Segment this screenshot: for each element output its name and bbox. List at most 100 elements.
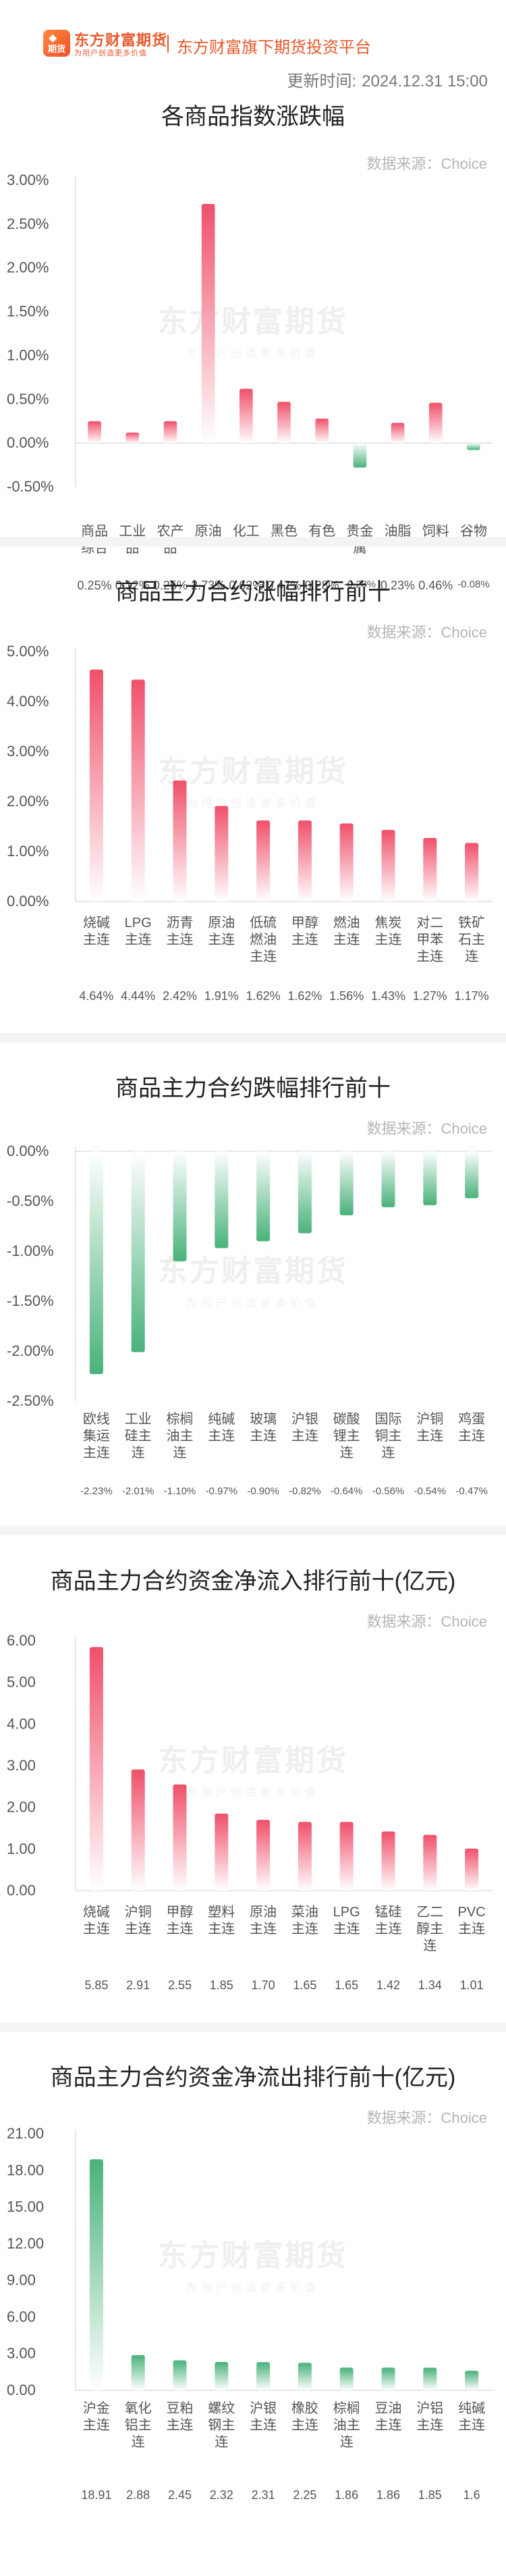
y-tick-label: 3.00% bbox=[7, 172, 49, 188]
data-label: 1.65 bbox=[293, 1978, 317, 1992]
category-label: 沪金主连 bbox=[82, 2401, 110, 2433]
category-label: 豆粕主连 bbox=[166, 2401, 194, 2433]
data-label: 1.86 bbox=[335, 2488, 359, 2502]
y-tick-label: 0.00% bbox=[7, 893, 49, 910]
data-label: 18.91 bbox=[81, 2488, 112, 2502]
data-label: 2.31 bbox=[251, 2488, 275, 2502]
brand-logo-icon: ◆ bbox=[49, 32, 57, 44]
data-label: -2.23% bbox=[80, 1486, 113, 1497]
watermark-text: 东方财富期货 bbox=[158, 2239, 348, 2273]
category-label: 黑色 bbox=[271, 524, 298, 539]
data-label: 1.85 bbox=[418, 2488, 442, 2502]
data-label: -0.82% bbox=[289, 1486, 321, 1497]
y-tick-label: 4.00% bbox=[7, 693, 49, 710]
category-label: 对二甲苯主连 bbox=[416, 916, 444, 964]
y-tick-label: 3.00 bbox=[7, 2345, 36, 2362]
watermark: 东方财富期货为用户创造更多价值 bbox=[0, 1736, 506, 1799]
bar-chart: 0.00% -0.50% -1.00% -1.50% -2.00% -2.50% bbox=[7, 1142, 493, 1409]
watermark-text: 东方财富期货 bbox=[158, 305, 348, 338]
category-label: 国际铜主连 bbox=[374, 1412, 402, 1461]
bar bbox=[173, 1151, 187, 1261]
category-label: 纯碱主连 bbox=[208, 1412, 235, 1444]
data-label: 4.44% bbox=[121, 989, 156, 1003]
bar bbox=[315, 418, 329, 444]
category-label: 沪铝主连 bbox=[416, 2401, 444, 2433]
category-label: 铁矿石主连 bbox=[458, 916, 486, 964]
data-label: 0.25% bbox=[77, 579, 112, 592]
bar-chart: 21.00 18.00 15.00 12.00 9.00 6.00 3.00 0.00 bbox=[7, 2125, 493, 2398]
chart-section-1: 各商品指数涨跌幅 数据来源：Choice 东方财富期货 为用户创造更多价值 3.00% 2… bbox=[0, 84, 506, 592]
bar bbox=[381, 1831, 395, 1891]
bar bbox=[89, 1647, 103, 1891]
bar bbox=[339, 2367, 354, 2390]
bar bbox=[215, 2362, 229, 2390]
chart-section-3: 商品主力合约跌幅排行前十 数据来源：Choice 东方财富期货 为用户创造更多价值 0.… bbox=[0, 1033, 506, 1516]
y-tick-label: 1.00 bbox=[7, 1840, 36, 1857]
bar bbox=[125, 432, 140, 444]
bar bbox=[201, 204, 215, 444]
y-tick-label: 3.00% bbox=[7, 743, 49, 760]
data-source-label: 数据来源：Choice bbox=[366, 155, 487, 172]
y-tick-label: 0.00% bbox=[7, 434, 49, 451]
data-label: 1.27% bbox=[412, 989, 447, 1003]
bar bbox=[89, 1151, 103, 1375]
category-label: 沪银主连 bbox=[291, 1412, 318, 1444]
bar bbox=[256, 1151, 271, 1242]
category-label: 棕榈油主连 bbox=[166, 1412, 194, 1461]
data-label: 1.01 bbox=[459, 1978, 484, 1992]
watermark-text: 东方财富期货 bbox=[158, 1254, 348, 1288]
category-label: 工业硅主连 bbox=[124, 1412, 152, 1461]
watermark-slogan: 为用户创造更多价值 bbox=[186, 1297, 320, 1309]
data-label: 1.6 bbox=[463, 2488, 480, 2502]
watermark-text: 东方财富期货 bbox=[158, 1743, 348, 1777]
category-label: 烧碱主连 bbox=[82, 1905, 110, 1937]
bar bbox=[465, 843, 479, 901]
watermark-slogan: 为用户创造更多价值 bbox=[186, 1787, 320, 1799]
category-label: 甲醇主连 bbox=[166, 1905, 194, 1937]
bar bbox=[339, 823, 354, 901]
y-tick-label: 3.00 bbox=[7, 1757, 36, 1774]
category-label: 烧碱主连 bbox=[82, 916, 110, 947]
data-label: 0.46% bbox=[418, 579, 453, 592]
y-tick-label: 18.00 bbox=[7, 2161, 44, 2178]
bar bbox=[173, 1784, 187, 1891]
bar bbox=[465, 1848, 479, 1891]
category-label: 纯碱主连 bbox=[458, 2401, 486, 2433]
y-tick-label: 15.00 bbox=[7, 2199, 44, 2215]
data-source-label: 数据来源：Choice bbox=[366, 1613, 487, 1630]
category-label: 豆油主连 bbox=[374, 2401, 402, 2433]
data-label: -1.10% bbox=[163, 1486, 196, 1497]
category-label: 沪铜主连 bbox=[416, 1412, 444, 1444]
data-source-label: 数据来源：Choice bbox=[366, 624, 487, 641]
update-time-value: 2024.12.31 15:00 bbox=[362, 72, 488, 90]
data-label: 2.55 bbox=[167, 1978, 192, 1992]
chart-title: 商品主力合约资金净流出排行前十(亿元) bbox=[50, 2065, 456, 2091]
data-label: 2.91 bbox=[126, 1978, 150, 1992]
section-divider bbox=[0, 1526, 506, 1535]
data-label: 2.32 bbox=[209, 2488, 233, 2502]
data-label: 2.45 bbox=[167, 2488, 192, 2502]
data-label: 1.70 bbox=[251, 1978, 275, 1992]
bar bbox=[215, 1151, 229, 1248]
data-label: -2.01% bbox=[121, 1486, 154, 1497]
update-time: 更新时间: 2024.12.31 15:00 bbox=[281, 68, 488, 91]
y-tick-label: 5.00 bbox=[7, 1674, 36, 1691]
chart-title: 商品主力合约跌幅排行前十 bbox=[115, 1076, 391, 1101]
bar bbox=[339, 1151, 354, 1215]
chart-section-5: 商品主力合约资金净流出排行前十(亿元) 数据来源：Choice 东方财富期货 为用户创… bbox=[0, 2022, 506, 2556]
bar bbox=[173, 780, 187, 901]
update-time-label: 更新时间: bbox=[287, 72, 357, 90]
bar bbox=[239, 388, 253, 444]
y-tick-label: -0.50% bbox=[7, 478, 54, 495]
page-header: ◆ 期货 东方财富期货 为用户创造更多价值 东方财富旗下期货投资平台 更新时间:… bbox=[0, 0, 506, 90]
bar bbox=[298, 1151, 312, 1234]
data-label: 2.88 bbox=[126, 2488, 150, 2502]
bar bbox=[465, 2371, 479, 2390]
chart-section-4: 商品主力合约资金净流入排行前十(亿元) 数据来源：Choice 东方财富期货 为用户创… bbox=[0, 1526, 506, 2012]
brand-slogan: 为用户创造更多价值 bbox=[74, 49, 147, 57]
data-label: 1.65 bbox=[335, 1978, 359, 1992]
bar bbox=[423, 1151, 437, 1205]
brand-logo: ◆ 期货 bbox=[43, 30, 70, 57]
category-label: 棕榈油主连 bbox=[333, 2401, 360, 2450]
bar bbox=[423, 2367, 437, 2390]
